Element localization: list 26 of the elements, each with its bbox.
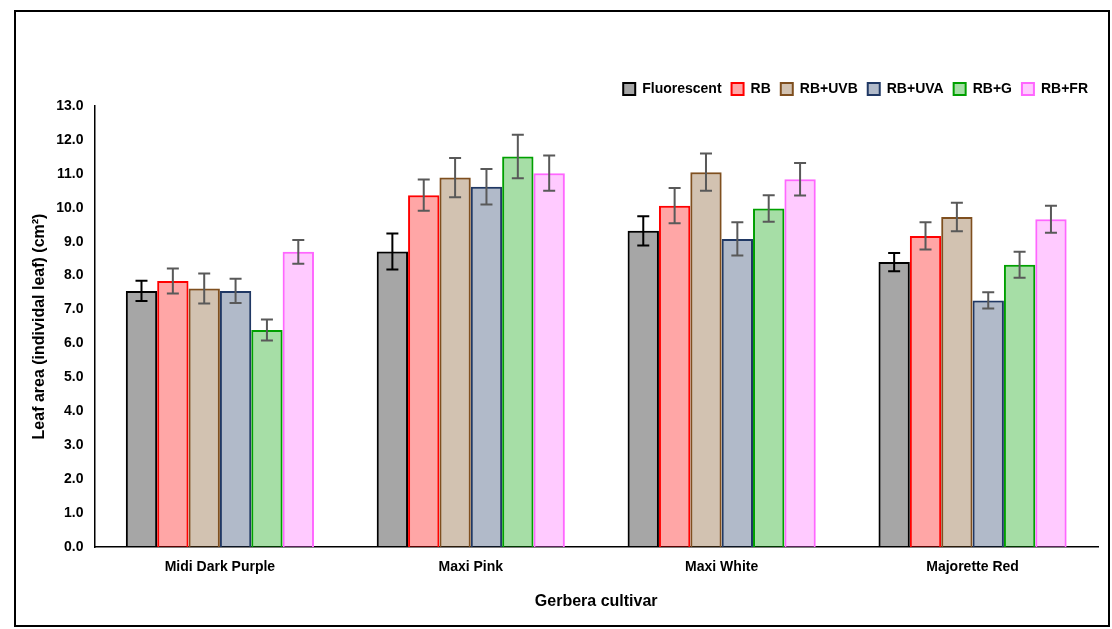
- y-tick-label: 9.0: [63, 232, 84, 249]
- y-tick-label: 3.0: [63, 436, 84, 453]
- y-axis-title: Leaf area (individal leaf) (cm²): [30, 213, 48, 440]
- x-tick-label: Maxi White: [685, 558, 759, 575]
- x-axis-title: Gerbera cultivar: [534, 591, 658, 609]
- y-tick-label: 12.0: [56, 130, 84, 147]
- x-tick-label: Maxi Pink: [438, 558, 504, 575]
- legend-label: RB: [750, 79, 771, 96]
- x-tick-label: Majorette Red: [926, 558, 1019, 575]
- legend-label: Fluorescent: [642, 79, 722, 96]
- y-tick-label: 6.0: [63, 334, 84, 351]
- y-tick-label: 2.0: [63, 470, 84, 487]
- y-tick-label: 0.0: [63, 537, 84, 554]
- y-tick-label: 13.0: [56, 96, 84, 113]
- y-tick-label: 10.0: [56, 198, 84, 215]
- x-tick-label: Midi Dark Purple: [164, 558, 276, 575]
- legend-label: RB+G: [972, 79, 1013, 96]
- legend-label: RB+FR: [1040, 79, 1088, 96]
- y-tick-label: 5.0: [63, 368, 84, 385]
- y-tick-label: 8.0: [63, 266, 84, 283]
- y-tick-label: 7.0: [63, 300, 84, 317]
- legend-label: RB+UVB: [799, 79, 858, 96]
- legend-label: RB+UVA: [886, 79, 944, 96]
- y-tick-label: 4.0: [63, 402, 84, 419]
- y-tick-label: 1.0: [63, 503, 84, 520]
- y-tick-label: 11.0: [56, 164, 84, 181]
